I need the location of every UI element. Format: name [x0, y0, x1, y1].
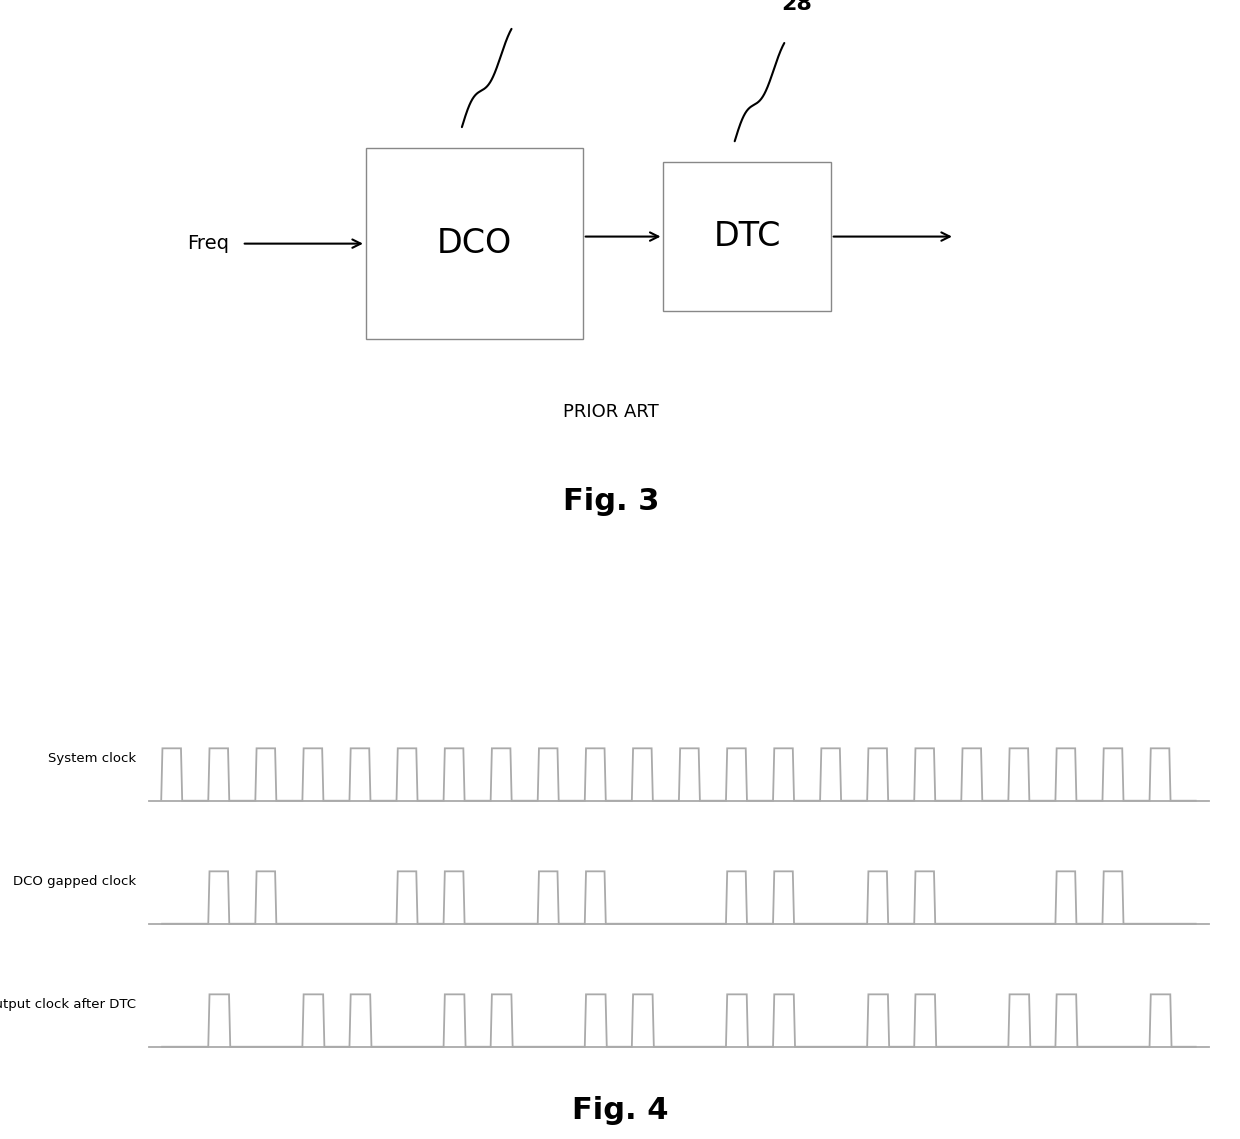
Text: DTC: DTC — [713, 220, 781, 253]
Text: Fig. 4: Fig. 4 — [572, 1097, 668, 1125]
Text: Freq: Freq — [187, 235, 229, 253]
Bar — [366, 148, 583, 339]
Text: DCO gapped clock: DCO gapped clock — [14, 875, 136, 888]
Text: System clock: System clock — [48, 752, 136, 765]
Text: Output clock after DTC: Output clock after DTC — [0, 998, 136, 1011]
Text: DCO: DCO — [436, 227, 512, 260]
Text: Fig. 3: Fig. 3 — [563, 487, 658, 516]
Text: 28: 28 — [781, 0, 812, 14]
Text: PRIOR ART: PRIOR ART — [563, 402, 658, 420]
Bar — [663, 163, 831, 311]
